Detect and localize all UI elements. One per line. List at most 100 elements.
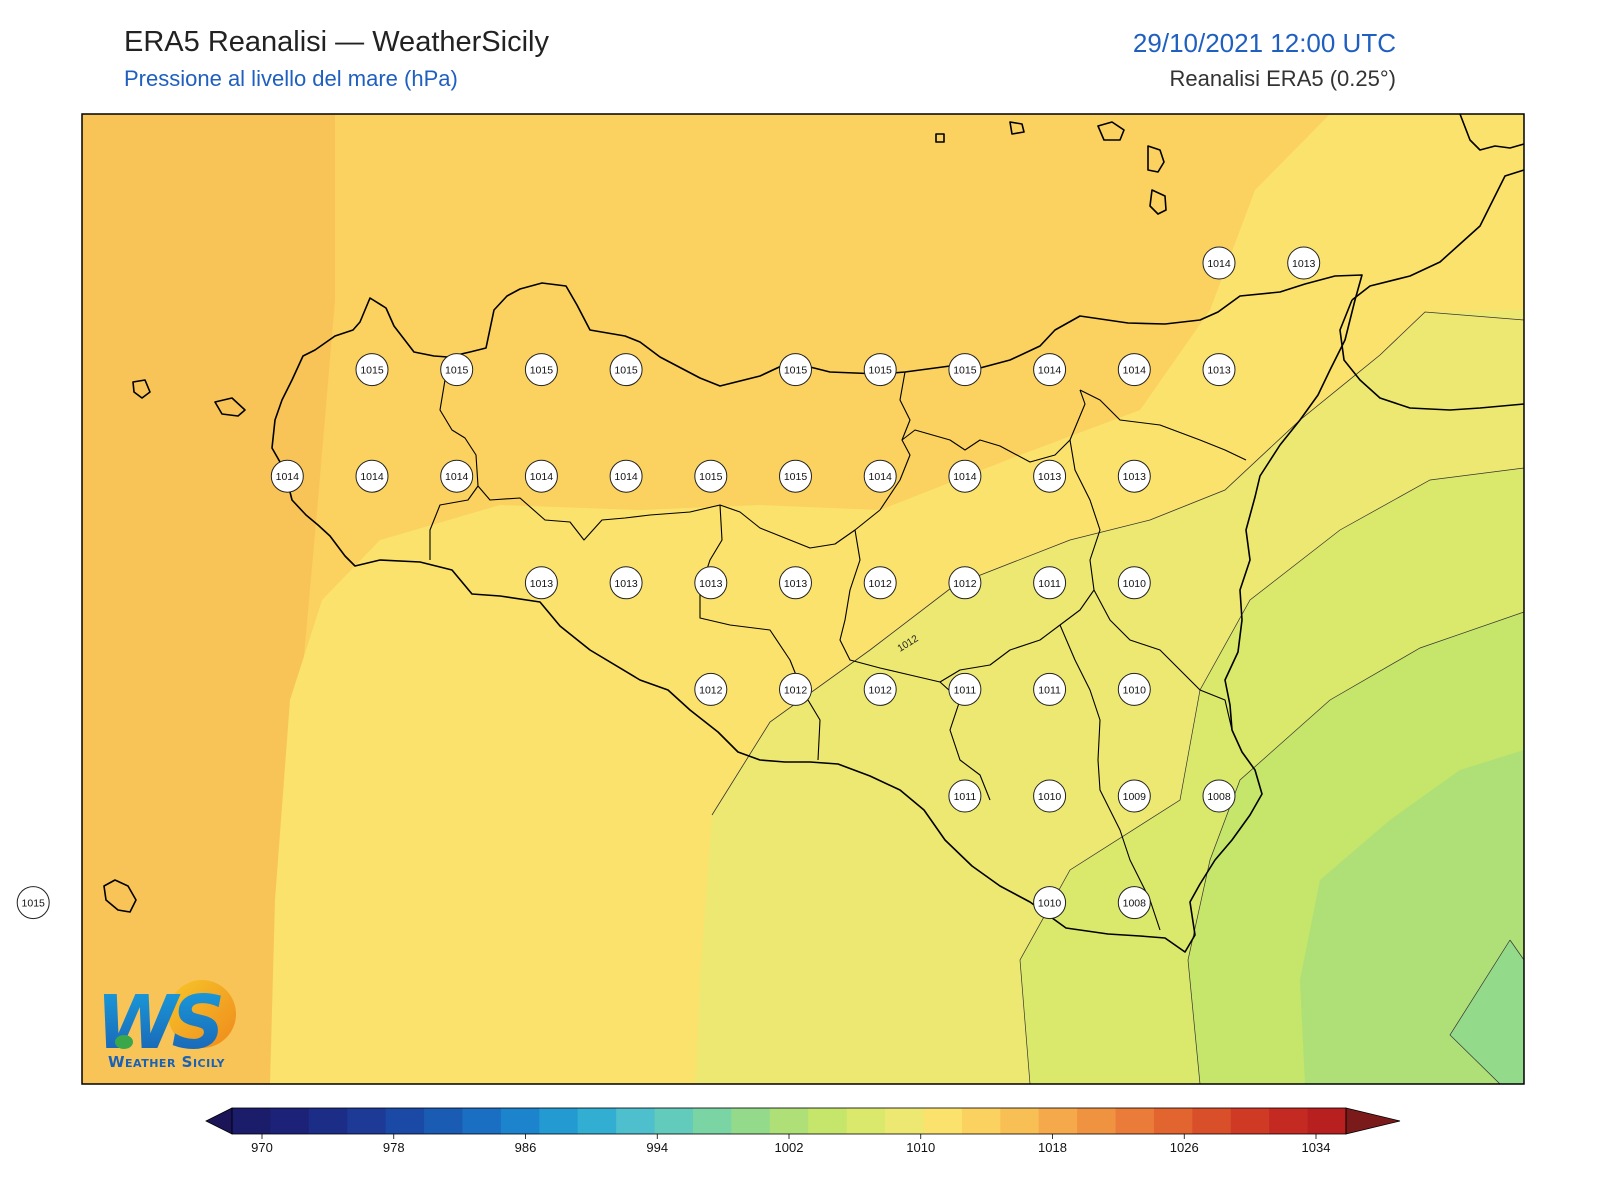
colorbar-tick-label: 970 (251, 1140, 273, 1155)
station-circle (1117, 779, 1151, 813)
station-circle (779, 459, 812, 493)
station-circle (1117, 672, 1151, 706)
colorbar-segment (1192, 1108, 1232, 1134)
station-circle (1202, 779, 1236, 813)
station-value: 1013 (784, 578, 808, 590)
station-circle (948, 566, 982, 600)
station-circle (948, 459, 982, 493)
station-value: 1014 (530, 471, 554, 483)
station-circle (1117, 886, 1151, 920)
colorbar-segment (1077, 1108, 1117, 1134)
colorbar-segment (1153, 1108, 1193, 1134)
isobar-1012 (711, 311, 1524, 816)
station-marker: 1012 (779, 672, 812, 706)
valid-datetime: 29/10/2021 12:00 UTC (1132, 28, 1396, 58)
station-marker: 1015 (440, 353, 474, 387)
station-value: 1014 (953, 471, 977, 483)
colorbar-segment (1307, 1108, 1347, 1134)
station-circle (524, 459, 558, 493)
station-circle (1033, 566, 1067, 600)
station-circle (863, 672, 897, 706)
colorbar-segment (424, 1108, 463, 1134)
colorbar: 970 978 986 994 1002 1010 1018 1026 1034 (205, 1107, 1401, 1155)
colorbar-segment (385, 1108, 425, 1134)
station-marker: 1010 (1033, 779, 1067, 813)
station-marker: 1010 (1117, 672, 1151, 706)
station-value: 1015 (953, 365, 977, 377)
station-value: 1012 (784, 684, 808, 696)
station-value: 1014 (360, 471, 384, 483)
colorbar-segment (731, 1108, 771, 1134)
station-value: 1015 (530, 365, 554, 377)
colorbar-segment (1000, 1108, 1040, 1134)
colorbar-segment (654, 1108, 694, 1134)
station-circle (609, 566, 643, 600)
station-value: 1011 (1038, 578, 1061, 590)
station-marker: 1013 (694, 566, 728, 600)
sun-shape (168, 980, 236, 1048)
colorbar-tick-label: 1002 (775, 1140, 804, 1155)
station-circle (948, 779, 982, 813)
station-marker: 1008 (1202, 779, 1236, 813)
station-value: 1013 (1123, 471, 1147, 483)
station-value: 1012 (953, 578, 977, 590)
station-value: 1015 (784, 471, 808, 483)
station-circle (524, 566, 558, 600)
station-marker: 1009 (1117, 779, 1151, 813)
station-marker: 1014 (524, 459, 558, 493)
station-value: 1010 (1123, 684, 1147, 696)
leaf-shape (115, 1035, 133, 1049)
station-circle (694, 459, 728, 493)
colorbar-segment (1269, 1108, 1309, 1134)
station-marker: 1010 (1117, 566, 1151, 600)
station-marker: 1010 (1033, 886, 1067, 920)
station-value: 1013 (1207, 365, 1231, 377)
colorbar-segment (1038, 1108, 1078, 1134)
station-circle (16, 886, 50, 920)
colorbar-tick-label: 1010 (906, 1140, 935, 1155)
logo-caption: Weather Sicily (108, 1053, 225, 1071)
station-marker: 1013 (1033, 459, 1067, 493)
fill-band-1002-1004 (1450, 940, 1524, 1084)
station-circle (694, 672, 728, 706)
station-marker: 1014 (270, 459, 304, 493)
station-circle (1202, 353, 1236, 387)
colorbar-segment (577, 1108, 617, 1134)
station-marker: 1012 (948, 566, 982, 600)
station-value: 1015 (445, 365, 469, 377)
station-value: 1014 (614, 471, 638, 483)
station-circle (524, 353, 558, 387)
colorbar-tick-label: 1026 (1170, 1140, 1199, 1155)
station-marker: 1015 (609, 353, 643, 387)
station-circle (1117, 459, 1151, 493)
station-marker: 1014 (948, 459, 982, 493)
station-circle (1033, 672, 1067, 706)
station-circle (1033, 779, 1067, 813)
colorbar-tick-label: 1018 (1038, 1140, 1067, 1155)
station-circle (1033, 459, 1067, 493)
station-marker: 1011 (1033, 672, 1067, 706)
station-value: 1010 (1123, 578, 1147, 590)
station-circle (948, 353, 982, 387)
isobar-1004 (1449, 939, 1524, 1084)
colorbar-segment (961, 1108, 1001, 1134)
station-value: 1012 (869, 684, 893, 696)
station-marker: 1011 (948, 672, 982, 706)
fill-band-1004-1006 (1300, 750, 1524, 1084)
colorbar-tick-label: 1034 (1302, 1140, 1331, 1155)
station-marker: 1015 (779, 459, 812, 493)
colorbar-segment (616, 1108, 656, 1134)
colorbar-segment (1115, 1108, 1155, 1134)
station-circle (863, 353, 897, 387)
station-marker: 1013 (1117, 459, 1151, 493)
colorbar-min-extension (205, 1107, 233, 1135)
station-marker: 1014 (1202, 246, 1236, 280)
colorbar-tick-label: 986 (515, 1140, 537, 1155)
station-circle (1117, 353, 1151, 387)
logo-letters: WS (96, 980, 222, 1066)
station-circle (1117, 566, 1151, 600)
station-circle (270, 459, 304, 493)
station-marker: 1012 (863, 566, 897, 600)
station-markers: 1014 1013 1015 1015 1015 1015 1015 1015 1015 1014… (16, 246, 1321, 920)
